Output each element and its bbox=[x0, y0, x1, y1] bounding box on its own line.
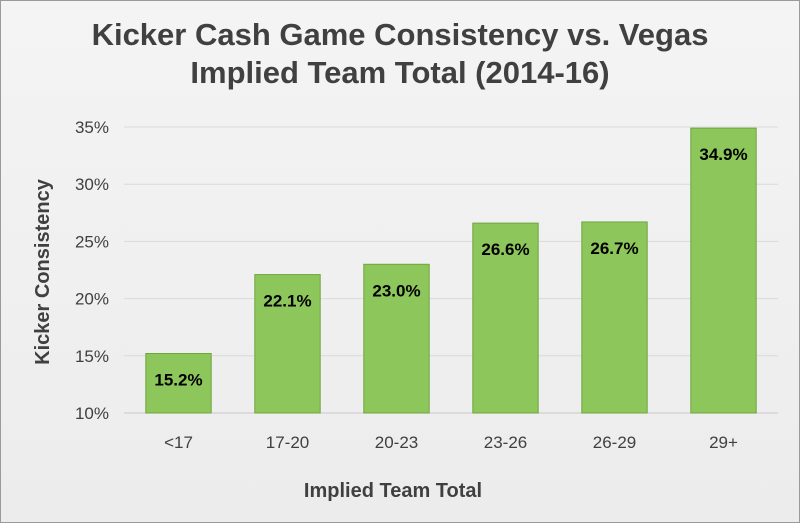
chart-title-line-2: Implied Team Total (2014-16) bbox=[190, 55, 610, 90]
y-axis-title: Kicker Consistency bbox=[32, 178, 54, 365]
data-label: 26.6% bbox=[481, 240, 529, 259]
bar bbox=[145, 353, 212, 414]
bar bbox=[363, 263, 430, 414]
data-label: 34.9% bbox=[699, 145, 747, 164]
bar bbox=[581, 221, 648, 414]
y-tick-label: 35% bbox=[75, 118, 109, 137]
bars bbox=[145, 127, 757, 414]
data-label: 22.1% bbox=[263, 292, 311, 311]
data-label: 26.7% bbox=[590, 239, 638, 258]
x-tick-label: 20-23 bbox=[375, 433, 418, 452]
bar bbox=[254, 274, 321, 414]
bar bbox=[690, 127, 757, 414]
x-tick-label: 29+ bbox=[709, 433, 738, 452]
y-tick-label: 15% bbox=[75, 347, 109, 366]
y-tick-label: 25% bbox=[75, 232, 109, 251]
x-axis-title: Implied Team Total bbox=[304, 480, 482, 502]
y-tick-label: 20% bbox=[75, 290, 109, 309]
data-label: 23.0% bbox=[372, 281, 420, 300]
chart-title: Kicker Cash Game Consistency vs. Vegas I… bbox=[0, 16, 800, 92]
data-label: 15.2% bbox=[154, 371, 202, 390]
x-tick-label: 26-29 bbox=[593, 433, 636, 452]
gridlines bbox=[124, 126, 778, 414]
y-tick-label: 10% bbox=[75, 404, 109, 423]
y-tick-labels: 10% 15% 20% 25% 30% 35% bbox=[75, 118, 109, 423]
bar bbox=[472, 222, 539, 414]
x-tick-labels: <17 17-20 20-23 23-26 26-29 29+ bbox=[164, 433, 738, 452]
x-tick-label: <17 bbox=[164, 433, 193, 452]
y-tick-label: 30% bbox=[75, 175, 109, 194]
x-tick-label: 17-20 bbox=[266, 433, 309, 452]
x-tick-label: 23-26 bbox=[484, 433, 527, 452]
data-labels: 15.2% 22.1% 23.0% 26.6% 26.7% 34.9% bbox=[154, 145, 747, 389]
chart-title-line-1: Kicker Cash Game Consistency vs. Vegas bbox=[91, 17, 709, 52]
